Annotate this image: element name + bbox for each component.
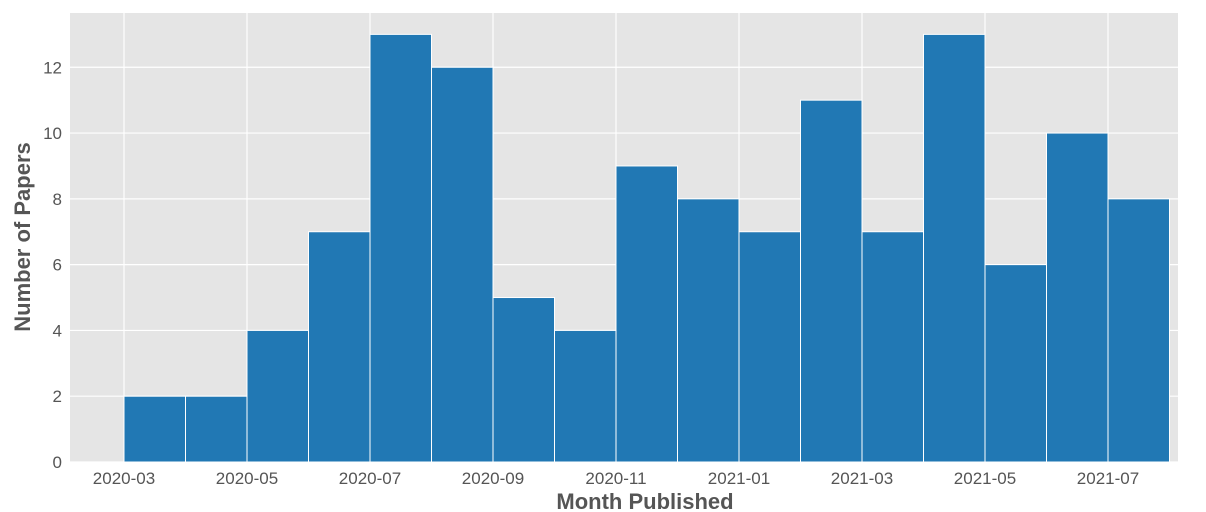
- bar-2021-07: [1107, 198, 1170, 463]
- y-axis-ticks: 0 2 4 6 8 10 12: [43, 58, 62, 472]
- bar-2020-10: [554, 329, 617, 463]
- x-tick-label: 2021-03: [831, 469, 893, 488]
- x-tick-label: 2020-07: [339, 469, 401, 488]
- bar-2020-06: [308, 231, 371, 463]
- y-tick-label: 2: [53, 387, 62, 406]
- bar-2020-12: [677, 198, 740, 463]
- bar-2021-02: [800, 99, 863, 463]
- y-tick-label: 6: [53, 256, 62, 275]
- x-tick-label: 2020-09: [462, 469, 524, 488]
- x-axis-ticks: 2020-03 2020-05 2020-07 2020-09 2020-11 2021-…: [93, 469, 1139, 488]
- x-tick-label: 2020-03: [93, 469, 155, 488]
- y-tick-label: 8: [53, 190, 62, 209]
- y-tick-label: 0: [53, 453, 62, 472]
- bar-2021-03: [861, 231, 924, 463]
- y-tick-label: 10: [43, 124, 62, 143]
- x-tick-label: 2021-01: [708, 469, 770, 488]
- bar-2020-04: [185, 395, 248, 463]
- bar-2021-05: [984, 264, 1047, 463]
- bar-2020-05: [246, 329, 309, 463]
- y-axis-title: Number of Papers: [10, 142, 35, 332]
- x-axis-title: Month Published: [556, 489, 733, 512]
- x-tick-label: 2021-07: [1077, 469, 1139, 488]
- y-tick-label: 4: [53, 321, 62, 340]
- y-tick-label: 12: [43, 58, 62, 77]
- bar-2020-08: [431, 66, 494, 463]
- x-tick-label: 2020-05: [216, 469, 278, 488]
- bar-2020-07: [369, 33, 432, 463]
- x-tick-label: 2020-11: [585, 469, 646, 488]
- bar-2021-04: [923, 33, 986, 463]
- bar-2021-06: [1046, 132, 1109, 463]
- bar-2020-03: [123, 395, 186, 463]
- bar-2020-11: [615, 165, 678, 463]
- x-tick-label: 2021-05: [954, 469, 1016, 488]
- bar-2021-01: [738, 231, 801, 463]
- bar-2020-09: [492, 297, 555, 463]
- bars: [123, 33, 1170, 463]
